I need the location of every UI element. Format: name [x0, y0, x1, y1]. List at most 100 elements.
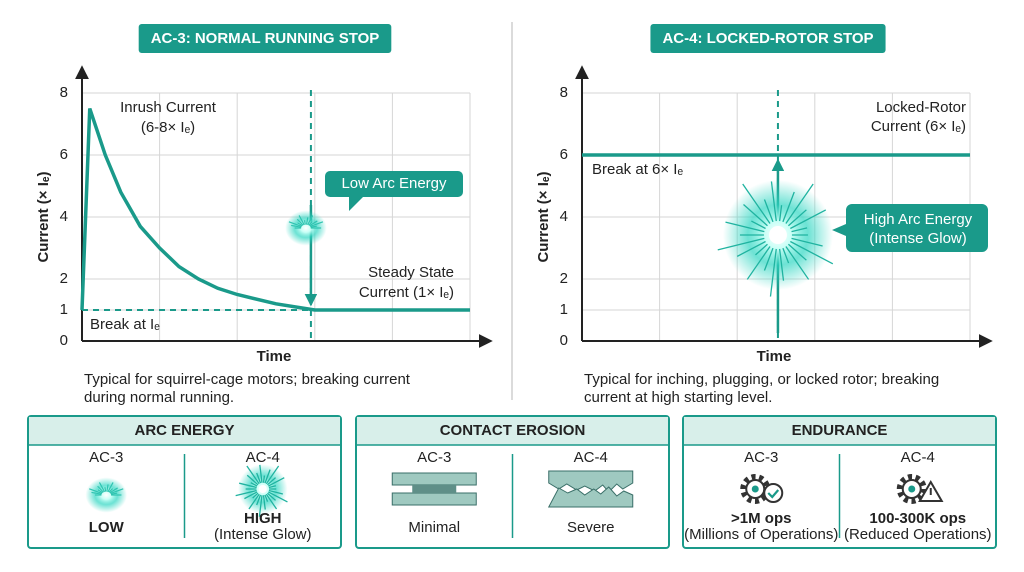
arc-ray [108, 488, 114, 493]
panel-title: CONTACT EROSION [440, 422, 586, 439]
caption: current at high starting level. [584, 389, 772, 406]
arc-ray [246, 465, 260, 485]
arc-ray [746, 246, 771, 280]
arc-ray [736, 240, 766, 257]
level-label: Steady State [368, 264, 454, 281]
gear-hub [751, 485, 759, 493]
arc-ray [743, 204, 768, 227]
arc-glow [85, 477, 128, 513]
gear-hub [908, 485, 916, 493]
arc-ray [106, 484, 109, 492]
arc-ray [763, 199, 774, 223]
column-label: AC-4 [901, 449, 935, 466]
arc-label: High Arc Energy [864, 211, 973, 228]
column-level: HIGH [244, 510, 282, 527]
peak-label: (6-8× Iₑ) [141, 119, 195, 136]
y-axis-label: Current (× Iₑ) [535, 171, 552, 262]
y-tick-label: 2 [560, 270, 568, 287]
x-axis-label: Time [257, 348, 292, 365]
arc-ray [288, 221, 302, 228]
arc-ray [268, 485, 277, 489]
level-label: Locked-Rotor [876, 99, 966, 116]
arc-ray [264, 469, 271, 484]
arc-ray [297, 222, 303, 227]
y-tick-label: 0 [60, 332, 68, 349]
panel-title: ENDURANCE [792, 422, 888, 439]
arc-ray [268, 489, 284, 495]
y-tick-label: 2 [60, 270, 68, 287]
arc-ray [755, 243, 768, 256]
arc-ray [256, 494, 262, 506]
arc-ray [782, 247, 790, 264]
panel-header [684, 417, 995, 445]
arc-ray [770, 181, 777, 222]
arc-ray [296, 218, 304, 226]
arc-ray [308, 221, 313, 226]
arc-ray [310, 225, 317, 228]
arc-ray [258, 495, 263, 517]
arc-ray [259, 464, 263, 483]
caption: Typical for inching, plugging, or locked… [584, 371, 939, 388]
panel-header [357, 417, 668, 445]
y-tick-label: 6 [560, 146, 568, 163]
chart-title: AC-4: LOCKED-ROTOR STOP [662, 30, 873, 47]
arc-ray [787, 209, 807, 227]
arc-ray [91, 491, 102, 495]
arc-ray [791, 237, 823, 247]
arc-ray [791, 227, 808, 233]
arc-ray [751, 220, 766, 230]
arc-ray [264, 494, 269, 502]
callout-box [832, 204, 988, 252]
column-label: AC-3 [744, 449, 778, 466]
arc-core [258, 484, 267, 494]
column-label: AC-3 [417, 449, 451, 466]
arc-ray [787, 243, 807, 261]
arc-ray [790, 209, 827, 230]
arc-ray [717, 237, 765, 251]
column-label: AC-4 [246, 449, 280, 466]
arc-ray [246, 474, 259, 486]
arc-ray [97, 485, 104, 493]
arc-ray [239, 482, 257, 489]
arc-ray [268, 477, 285, 487]
arc-ray [235, 489, 257, 497]
arc-glow [285, 210, 327, 246]
arc-ray [244, 491, 258, 500]
y-tick-label: 4 [60, 208, 68, 225]
arc-ray [778, 205, 783, 222]
y-tick-label: 4 [560, 208, 568, 225]
arc-ray [291, 224, 302, 228]
arc-ray [250, 482, 258, 487]
arc-ray [252, 492, 259, 499]
contact-plate [391, 472, 477, 486]
title-badge [138, 24, 392, 53]
contact-plate [547, 486, 634, 508]
callout-box [325, 171, 463, 211]
arc-ray [785, 246, 810, 280]
check-mark [767, 489, 780, 499]
arc-ray [104, 487, 107, 492]
arc-ray [782, 191, 795, 223]
arc-ray [98, 482, 106, 493]
y-tick-label: 8 [60, 84, 68, 101]
arc-ray [790, 240, 834, 265]
arc-ray [725, 221, 765, 233]
column-level: 100-300K ops [869, 510, 966, 527]
arc-ray [97, 489, 103, 494]
arc-ray [248, 493, 260, 510]
arc-ray [303, 220, 306, 225]
column-label: AC-3 [89, 449, 123, 466]
column-label: AC-4 [574, 449, 608, 466]
chart-title: AC-3: NORMAL RUNNING STOP [151, 30, 380, 47]
caption: Typical for squirrel-cage motors; breaki… [84, 371, 411, 388]
arc-ray [110, 488, 124, 495]
arc-core [768, 226, 787, 244]
panel-header [29, 417, 340, 445]
arc-ray [256, 472, 262, 484]
arc-label: (Intense Glow) [869, 230, 967, 247]
arc-ray [107, 482, 114, 493]
arc-ray [89, 488, 103, 495]
level-label: Current (6× Iₑ) [871, 118, 966, 135]
gear-teeth [896, 474, 927, 504]
